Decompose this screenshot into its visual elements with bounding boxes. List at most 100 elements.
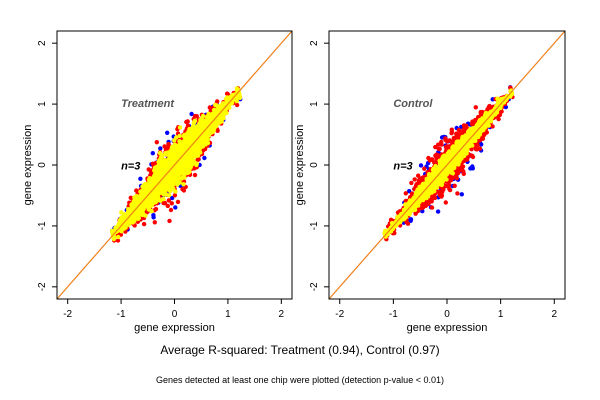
- data-point: [168, 182, 173, 187]
- data-point: [167, 173, 172, 178]
- data-point: [150, 151, 155, 156]
- data-point: [236, 89, 241, 94]
- data-point: [174, 135, 179, 140]
- data-point: [169, 195, 175, 201]
- data-point: [416, 173, 421, 178]
- data-point: [160, 188, 166, 193]
- data-point: [156, 172, 161, 177]
- data-point: [185, 170, 190, 175]
- x-tick-label: -2: [63, 309, 72, 320]
- data-point: [178, 170, 183, 175]
- data-point: [456, 167, 461, 172]
- data-point: [165, 130, 170, 135]
- data-point: [413, 211, 418, 216]
- data-point: [136, 215, 141, 221]
- data-point: [159, 170, 164, 175]
- data-point: [487, 103, 492, 109]
- data-point: [196, 123, 201, 128]
- data-point: [217, 105, 222, 110]
- data-point: [128, 195, 133, 200]
- data-point: [207, 105, 212, 110]
- data-point: [119, 227, 124, 232]
- data-point: [128, 217, 133, 223]
- data-point: [234, 95, 239, 101]
- data-point: [143, 201, 149, 206]
- data-point: [429, 205, 435, 210]
- data-point: [181, 182, 186, 187]
- data-point: [158, 198, 163, 203]
- data-point: [189, 153, 194, 158]
- data-point: [459, 192, 464, 197]
- data-point: [465, 156, 470, 161]
- data-point: [181, 139, 186, 145]
- data-point: [188, 165, 193, 170]
- data-point: [205, 126, 210, 131]
- data-point: [173, 171, 179, 176]
- data-point: [206, 133, 211, 138]
- x-axis-title: gene expression: [134, 322, 215, 334]
- data-point: [177, 125, 183, 130]
- data-point: [119, 210, 124, 215]
- data-point: [167, 218, 172, 224]
- data-point: [123, 225, 128, 230]
- data-point: [480, 109, 485, 115]
- panel-annotation: Treatment: [121, 98, 175, 110]
- data-point: [182, 135, 188, 140]
- data-point: [213, 109, 218, 114]
- data-point: [175, 180, 180, 185]
- data-point: [186, 130, 191, 135]
- data-point: [165, 203, 170, 209]
- data-point: [181, 188, 187, 193]
- x-tick-label: 2: [279, 309, 285, 320]
- data-point: [477, 146, 483, 151]
- data-point: [496, 116, 501, 122]
- data-point: [152, 168, 157, 173]
- data-point: [151, 192, 156, 197]
- data-point: [159, 155, 164, 160]
- data-point: [211, 111, 216, 117]
- data-point: [189, 111, 194, 117]
- data-point: [195, 153, 201, 158]
- data-point: [175, 151, 181, 156]
- data-point: [179, 144, 184, 149]
- data-point: [192, 166, 197, 171]
- data-point: [169, 144, 175, 150]
- data-point: [230, 92, 235, 98]
- data-point: [460, 129, 466, 134]
- data-point: [175, 199, 181, 205]
- sample-count-annotation: n=3: [121, 160, 140, 172]
- plot-area: [57, 31, 292, 299]
- data-point: [439, 193, 445, 198]
- data-point: [172, 193, 178, 198]
- data-point: [157, 150, 163, 156]
- data-point: [161, 200, 166, 206]
- data-point: [459, 167, 465, 172]
- data-point: [115, 238, 121, 243]
- data-point: [202, 155, 207, 161]
- data-point: [167, 187, 173, 192]
- data-point: [199, 124, 204, 129]
- data-point: [142, 195, 148, 200]
- data-point: [163, 166, 169, 172]
- data-point: [126, 207, 131, 212]
- data-point: [166, 198, 171, 203]
- data-point: [473, 145, 478, 150]
- data-point: [435, 209, 441, 214]
- data-point: [154, 140, 159, 145]
- data-point: [452, 183, 457, 188]
- data-point: [174, 143, 179, 149]
- data-point: [213, 102, 218, 108]
- data-point: [433, 144, 438, 150]
- data-point: [115, 224, 120, 229]
- data-point: [151, 215, 156, 220]
- data-point: [153, 206, 159, 212]
- data-point: [168, 149, 173, 154]
- data-point: [156, 187, 161, 193]
- data-point: [451, 135, 456, 141]
- data-point: [436, 142, 441, 147]
- plot-area: [329, 31, 565, 299]
- data-point: [186, 157, 192, 163]
- data-point: [221, 116, 226, 121]
